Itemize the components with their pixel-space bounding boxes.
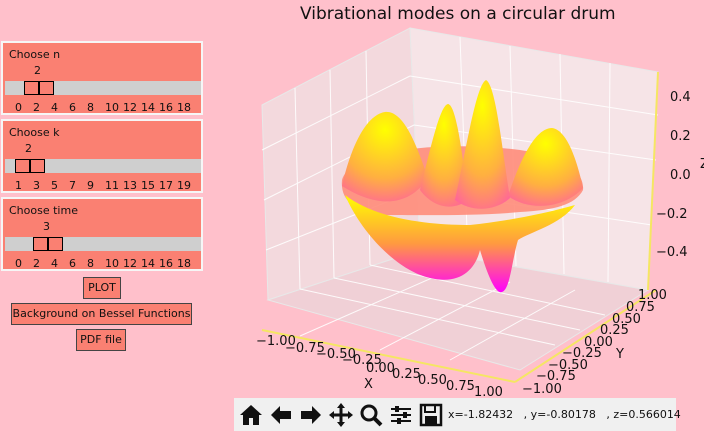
tick-label: 12 bbox=[123, 101, 137, 114]
slider-value: 2 bbox=[34, 64, 41, 77]
z-tick: 0.2 bbox=[670, 129, 691, 144]
y-axis-line bbox=[514, 289, 657, 383]
cursor-coordinates: x=-1.82432 , y=-0.80178 , z=0.566014 bbox=[448, 408, 681, 421]
z-tick-labels: 0.4 0.2 0.0 −0.2 −0.4 bbox=[656, 90, 691, 260]
y-tick: 0.50 bbox=[612, 312, 641, 327]
drum-surface-peak-left bbox=[342, 111, 428, 202]
tick-label: 17 bbox=[159, 179, 173, 192]
plot-button[interactable]: PLOT bbox=[83, 277, 121, 299]
drum-surface-peak-tall bbox=[455, 80, 510, 209]
configure-subplots-icon[interactable] bbox=[388, 402, 414, 428]
slider-handle[interactable] bbox=[33, 237, 63, 251]
x-tick: 0.25 bbox=[392, 367, 421, 382]
tick-label: 15 bbox=[141, 179, 155, 192]
z-tick: 0.4 bbox=[670, 90, 691, 105]
y-tick: 0.75 bbox=[626, 300, 655, 315]
forward-arrow-icon[interactable] bbox=[298, 402, 324, 428]
drum-surface-peak-center bbox=[420, 104, 468, 207]
tick-label: 6 bbox=[69, 257, 76, 270]
slider-handle[interactable] bbox=[15, 159, 45, 173]
tick-label: 11 bbox=[105, 179, 119, 192]
drum-surface-peak-right bbox=[508, 128, 583, 206]
slider-value: 2 bbox=[25, 142, 32, 155]
y-axis-label: Y bbox=[615, 347, 624, 362]
pan-icon[interactable] bbox=[328, 402, 354, 428]
tick-label: 2 bbox=[33, 257, 40, 270]
y-tick-labels: 1.00 0.75 0.50 0.25 0.00 −0.25 −0.50 −0.… bbox=[522, 288, 667, 397]
x-tick: −1.00 bbox=[256, 334, 296, 349]
figure-title: Vibrational modes on a circular drum bbox=[300, 4, 616, 24]
save-icon[interactable] bbox=[418, 402, 444, 428]
x-axis-line bbox=[261, 329, 516, 383]
tick-label: 16 bbox=[159, 101, 173, 114]
slider-value: 3 bbox=[43, 220, 50, 233]
slider-title: Choose time bbox=[9, 204, 78, 217]
zoom-icon[interactable] bbox=[358, 402, 384, 428]
x-axis-label: X bbox=[364, 377, 373, 392]
slider-tick-labels: 0 2 4 6 8 10 12 14 16 18 bbox=[15, 101, 205, 114]
tick-label: 7 bbox=[69, 179, 76, 192]
tick-label: 13 bbox=[123, 179, 137, 192]
slider-trough[interactable] bbox=[5, 81, 201, 95]
y-tick: −0.50 bbox=[548, 358, 588, 373]
x-tick: 1.00 bbox=[474, 385, 503, 399]
x-tick: −0.25 bbox=[342, 353, 382, 368]
tick-label: 5 bbox=[51, 179, 58, 192]
y-tick: 1.00 bbox=[638, 288, 667, 303]
z-tick: −0.2 bbox=[656, 207, 688, 222]
z-axis-line bbox=[647, 71, 659, 291]
y-tick: −1.00 bbox=[522, 382, 562, 397]
drum-surface-trough bbox=[345, 195, 575, 293]
surface-plot-3d[interactable]: 0.4 0.2 0.0 −0.2 −0.4 −1.00 −0.75 −0.50 … bbox=[204, 24, 704, 399]
pdf-file-button[interactable]: PDF file bbox=[76, 329, 126, 351]
slider-tick-labels: 0 2 4 6 8 10 12 14 16 18 bbox=[15, 257, 205, 270]
tick-label: 1 bbox=[15, 179, 22, 192]
slider-title: Choose k bbox=[9, 126, 60, 139]
z-tick: −0.4 bbox=[656, 245, 688, 260]
x-tick: −0.75 bbox=[285, 341, 325, 356]
tick-label: 10 bbox=[105, 101, 119, 114]
y-tick: −0.75 bbox=[536, 369, 576, 384]
bessel-background-button[interactable]: Background on Bessel Functions bbox=[11, 303, 192, 325]
tick-label: 0 bbox=[15, 257, 22, 270]
x-tick: −0.50 bbox=[316, 347, 356, 362]
slider-title: Choose n bbox=[9, 48, 61, 61]
y-tick: 0.00 bbox=[584, 335, 613, 350]
tick-label: 6 bbox=[69, 101, 76, 114]
home-icon[interactable] bbox=[238, 402, 264, 428]
x-tick-labels: −1.00 −0.75 −0.50 −0.25 0.00 0.25 0.50 0… bbox=[256, 334, 503, 399]
slider-trough[interactable] bbox=[5, 159, 201, 173]
x-tick: 0.50 bbox=[418, 373, 447, 388]
tick-label: 14 bbox=[141, 101, 155, 114]
slider-panel-k: Choose k 2 1 3 5 7 9 11 13 15 17 19 bbox=[1, 119, 203, 193]
slider-panel-time: Choose time 3 0 2 4 6 8 10 12 14 16 18 bbox=[1, 197, 203, 271]
tick-label: 3 bbox=[33, 179, 40, 192]
slider-tick-labels: 1 3 5 7 9 11 13 15 17 19 bbox=[15, 179, 205, 192]
x-tick: 0.75 bbox=[446, 379, 475, 394]
slider-handle[interactable] bbox=[24, 81, 54, 95]
tick-label: 10 bbox=[105, 257, 119, 270]
tick-label: 14 bbox=[141, 257, 155, 270]
back-arrow-icon[interactable] bbox=[268, 402, 294, 428]
navigation-toolbar bbox=[234, 398, 676, 431]
tick-label: 18 bbox=[177, 257, 191, 270]
tick-label: 16 bbox=[159, 257, 173, 270]
tick-label: 2 bbox=[33, 101, 40, 114]
z-axis-label: Z bbox=[700, 157, 704, 172]
tick-label: 9 bbox=[87, 179, 94, 192]
tick-label: 12 bbox=[123, 257, 137, 270]
y-tick: −0.25 bbox=[562, 346, 602, 361]
tick-label: 19 bbox=[177, 179, 191, 192]
slider-panel-n: Choose n 2 0 2 4 6 8 10 12 14 16 18 bbox=[1, 41, 203, 115]
tick-label: 8 bbox=[87, 257, 94, 270]
tick-label: 18 bbox=[177, 101, 191, 114]
tick-label: 4 bbox=[51, 101, 58, 114]
y-tick: 0.25 bbox=[600, 323, 629, 338]
z-tick: 0.0 bbox=[670, 168, 691, 183]
tick-label: 8 bbox=[87, 101, 94, 114]
tick-label: 4 bbox=[51, 257, 58, 270]
x-tick: 0.00 bbox=[366, 361, 395, 376]
tick-label: 0 bbox=[15, 101, 22, 114]
